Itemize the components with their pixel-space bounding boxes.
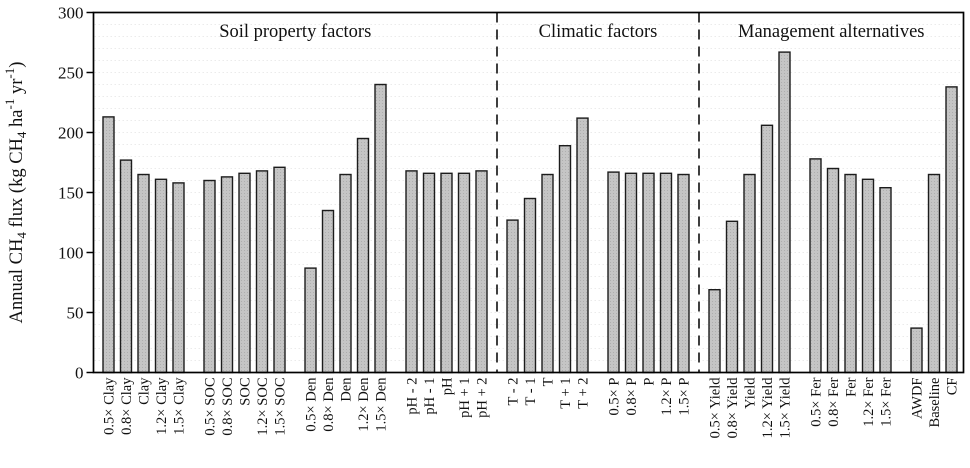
x-axis-label: Fer — [844, 377, 860, 397]
bar-0-5-clay — [102, 116, 115, 374]
y-axis-tick-label: 300 — [58, 4, 84, 23]
x-axis-label: 1.5× Clay — [172, 377, 188, 435]
x-axis-label: 1.5× P — [677, 378, 693, 416]
bar-0-8-soc — [220, 176, 234, 374]
bar-1-2-yield — [760, 124, 774, 374]
y-axis-title: Annual CH4 flux (kg CH4 ha-1 yr-1) — [2, 62, 29, 324]
x-axis-label: 0.8× Clay — [119, 377, 135, 435]
x-axis-label: pH + 2 — [475, 378, 491, 418]
x-axis-label: 0.5× Clay — [102, 377, 118, 435]
x-axis-label: 1.5× SOC — [273, 378, 289, 436]
x-axis-label: 1.5× Fer — [879, 377, 895, 426]
section-title: Soil property factors — [219, 22, 371, 42]
x-axis-label: 0.5× Den — [304, 377, 320, 432]
x-axis-label: Den — [339, 377, 355, 402]
bar-ph-2 — [405, 170, 418, 374]
bar-0-5-fer — [809, 158, 822, 374]
x-axis-label: AWDF — [910, 378, 926, 420]
x-axis-label: 0.8× P — [624, 378, 640, 416]
x-axis-label: 1.5× Den — [374, 377, 390, 432]
bar-1-5-den — [374, 83, 387, 374]
x-axis-label: 0.5× Yield — [708, 377, 724, 439]
bar-0-5-p — [607, 171, 620, 374]
x-axis-label: T + 1 — [558, 378, 574, 409]
x-axis-label: pH + 1 — [457, 378, 473, 418]
bar-clay — [137, 173, 150, 374]
x-axis-label: 1.2× Clay — [154, 377, 170, 435]
x-axis-label: 1.5× Yield — [778, 377, 794, 439]
bar-ph-1 — [422, 172, 436, 374]
bar-ph — [440, 172, 453, 374]
y-axis-tick-label: 200 — [58, 124, 84, 143]
x-axis-label: 1.2× SOC — [255, 378, 271, 436]
bar-den — [339, 173, 352, 374]
bar-0-8-clay — [119, 159, 133, 374]
bar-baseline — [927, 173, 941, 374]
x-axis-label: CF — [945, 378, 961, 396]
x-axis-label: T - 2 — [506, 378, 522, 406]
section-title: Management alternatives — [738, 22, 924, 42]
bar-0-5-yield — [708, 289, 721, 374]
x-axis-label: 1.2× Fer — [861, 377, 877, 426]
y-axis-tick-label: 250 — [58, 64, 84, 83]
bar-t-1 — [523, 197, 537, 374]
bar-awdf — [910, 327, 923, 374]
bar-1-5-clay — [172, 182, 185, 374]
x-axis-label: pH - 1 — [422, 378, 438, 415]
x-axis-label: 0.5× SOC — [203, 378, 219, 436]
section-title: Climatic factors — [539, 22, 658, 42]
x-axis-label: pH - 2 — [405, 378, 421, 415]
bar-t-1 — [558, 144, 572, 374]
bar-0-5-soc — [203, 179, 216, 374]
y-axis-tick-label: 0 — [75, 364, 84, 383]
bar-1-2-soc — [255, 170, 269, 374]
y-axis-tick-label: 50 — [67, 304, 84, 323]
bar-1-2-den — [356, 137, 370, 374]
x-axis-label: Yield — [743, 377, 759, 409]
bar-fer — [844, 173, 857, 374]
x-axis-label: Baseline — [927, 378, 943, 428]
bar-p — [642, 172, 655, 374]
x-axis-label: T — [541, 377, 557, 386]
bar-1-5-soc — [273, 166, 286, 374]
x-axis-label: SOC — [238, 378, 254, 406]
x-axis-label: 0.8× Fer — [826, 377, 842, 426]
bar-0-8-fer — [826, 167, 840, 374]
bar-ph-1 — [457, 172, 471, 374]
x-axis-label: 0.8× SOC — [220, 378, 236, 436]
bar-1-2-clay — [154, 178, 168, 374]
bar-1-2-p — [659, 172, 673, 374]
y-axis-tick-label: 100 — [58, 244, 84, 263]
bar-ph-2 — [475, 170, 488, 374]
bar-soc — [238, 172, 251, 374]
x-axis-label: 1.2× Yield — [760, 377, 776, 439]
bar-1-5-p — [677, 173, 690, 374]
bar-1-2-fer — [861, 178, 875, 374]
x-axis-label: Clay — [137, 377, 153, 405]
bar-yield — [743, 173, 756, 374]
x-axis-label: pH — [440, 377, 456, 395]
bar-t — [541, 173, 554, 374]
bar-0-8-yield — [725, 220, 739, 374]
y-axis-tick-label: 150 — [58, 184, 84, 203]
x-axis-label: 0.5× P — [607, 378, 623, 416]
x-axis-label: 1.2× P — [659, 378, 675, 416]
bar-1-5-yield — [778, 51, 791, 374]
bar-0-5-den — [304, 267, 317, 374]
x-axis-label: P — [642, 378, 658, 386]
bar-0-8-den — [321, 209, 335, 374]
bar-0-8-p — [624, 172, 638, 374]
x-axis-label: 0.8× Yield — [725, 377, 741, 439]
bar-1-5-fer — [879, 186, 892, 374]
x-axis-label: 0.5× Fer — [809, 377, 825, 426]
x-axis-label: 1.2× Den — [356, 377, 372, 432]
bar-t-2 — [506, 219, 519, 374]
x-axis-label: T - 1 — [523, 378, 539, 406]
x-axis-label: 0.8× Den — [321, 377, 337, 432]
bar-t-2 — [576, 117, 589, 374]
bar-cf — [945, 86, 958, 374]
x-axis-label: T + 2 — [576, 378, 592, 409]
